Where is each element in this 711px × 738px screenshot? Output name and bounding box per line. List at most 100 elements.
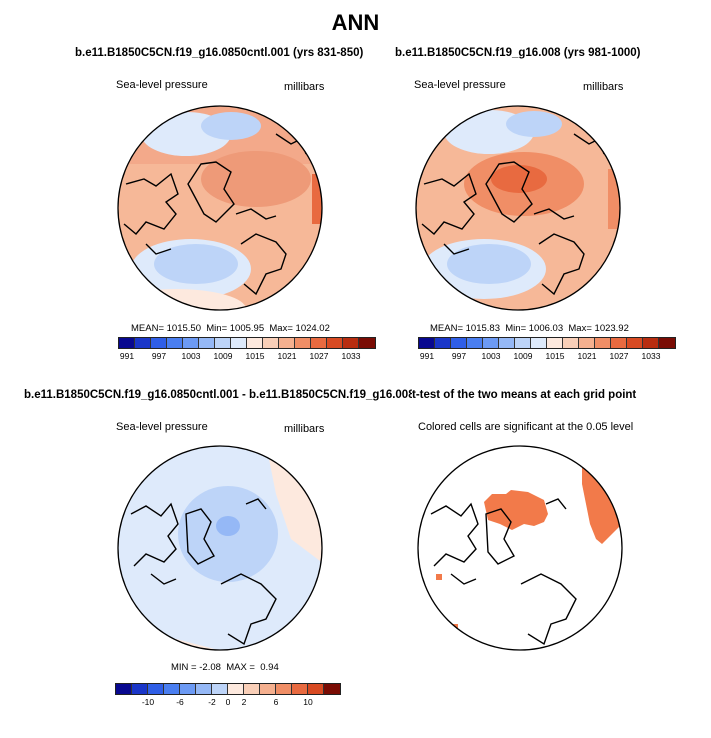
panel-1-map-border [117,105,323,311]
panel-1-colorbar-cell [311,338,327,348]
panel-2-map-border [415,105,621,311]
panel-3-colorbar-cell [244,684,260,694]
panel-1-colorbar-tick-label: 1009 [213,351,233,361]
panel-1-colorbar-tick-label: 1027 [309,351,329,361]
panel-2-max: 1023.92 [594,323,629,334]
panel-3-map-border [117,445,323,651]
panel-2-colorbar-tick-label: 997 [451,351,467,361]
panel-2-left-label: Sea-level pressure [414,79,506,91]
panel-1-coastlines [123,133,307,296]
panel-3-colorbar-cell [260,684,276,694]
panel-3-colorbar-tick-label: 0 [225,697,231,707]
panel-1-mean: 1015.50 [166,323,201,334]
panel-2-colorbar-cell [611,338,627,348]
panel-1-colorbar [118,337,376,349]
panel-1-colorbar-cell [231,338,247,348]
panel-3-title: b.e11.B1850C5CN.f19_g16.0850cntl.001 - b… [24,389,412,401]
panel-2-colorbar-cell [643,338,659,348]
panel-4-significant-region-1 [484,490,548,530]
panel-1-colorbar-cell [343,338,359,348]
page-title: ANN [331,10,380,35]
panel-1-left-label: Sea-level pressure [116,79,208,91]
panel-2-colorbar-cell [515,338,531,348]
panel-4-map [417,445,623,651]
panel-1-colorbar-cell [183,338,199,348]
panel-2-colorbar-tick-label: 1027 [609,351,629,361]
panel-3-colorbar-wrap: -10 -6 -2 0 2 6 10 [115,683,341,709]
panel-2-colorbar-wrap: 991 997 1003 1009 1015 1021 1027 1033 [418,337,676,363]
panel-2-colorbar [418,337,676,349]
panel-1-colorbar-tick-label: 1021 [277,351,297,361]
panel-1-field-low-s2 [154,244,238,284]
panel-2-field-high2 [491,165,547,193]
panel-2-colorbar-tick-label: 991 [419,351,435,361]
panel-3-colorbar-cell [276,684,292,694]
panel-2-colorbar-tick-label: 1033 [641,351,661,361]
panel-1-map [117,105,323,311]
panel-3-colorbar-cell [212,684,228,694]
panel-1-colorbar-cell [151,338,167,348]
panel-1-colorbar-wrap: 991 997 1003 1009 1015 1021 1027 1033 [118,337,376,363]
panel-3-colorbar-cell [324,684,340,694]
panel-3-colorbar-tick-label: 2 [241,697,247,707]
panel-2-colorbar-cell [451,338,467,348]
panel-2-colorbar-cell [563,338,579,348]
panel-3-coastlines [130,498,277,646]
panel-1-colorbar-cell [199,338,215,348]
panel-2-field-low-n2 [506,111,562,137]
panel-3-colorbar-cell [164,684,180,694]
panel-3-colorbar-tick-label: -10 [141,697,155,707]
panel-2-field-low-s2 [447,244,531,284]
panel-2-colorbar-cell [499,338,515,348]
panel-2-colorbar-cell [467,338,483,348]
panel-4-title: t-test of the two means at each grid poi… [412,389,637,401]
panel-2-colorbar-cell [595,338,611,348]
panel-3-stats: MIN = -2.08 MAX = 0.94 [171,662,279,673]
panel-3-colorbar-cell [196,684,212,694]
panel-3-left-label: Sea-level pressure [116,421,208,433]
panel-2-mean: 1015.83 [465,323,500,334]
panel-1-stats: MEAN= 1015.50 Min= 1005.95 Max= 1024.02 [131,323,330,334]
panel-1-colorbar-ticks: 991 997 1003 1009 1015 1021 1027 1033 [118,349,374,363]
panel-3-min: -2.08 [199,662,221,673]
panel-1-colorbar-cell [247,338,263,348]
panel-3-colorbar-cell [180,684,196,694]
panel-1-max: 1024.02 [295,323,330,334]
panel-1-field-low-n2 [201,112,261,140]
panel-2-colorbar-cell [483,338,499,348]
panel-1-colorbar-cell [327,338,343,348]
panel-3-colorbar-cell [148,684,164,694]
panel-1-colorbar-cell [359,338,375,348]
panel-3-map [117,445,323,651]
panel-4-field-base [418,446,622,650]
panel-3-colorbar-tick-label: 10 [303,697,313,707]
panel-1-field-high [201,151,311,207]
panel-1-colorbar-cell [295,338,311,348]
panel-2-units: millibars [583,81,624,93]
panel-2-title: b.e11.B1850C5CN.f19_g16.008 (yrs 981-100… [395,47,641,59]
panel-1-colorbar-tick-label: 991 [119,351,135,361]
panel-2-map [415,105,621,311]
panel-3-colorbar-cell [308,684,324,694]
panel-3-colorbar-cell [132,684,148,694]
panel-2-colorbar-cell [419,338,435,348]
panel-2-coastlines [421,133,605,296]
panel-1-colorbar-cell [263,338,279,348]
panel-3-colorbar-cell [116,684,132,694]
panel-1-colorbar-tick-label: 1033 [341,351,361,361]
panel-2-colorbar-cell [531,338,547,348]
panel-3-units: millibars [284,423,325,435]
panel-2-colorbar-tick-label: 1003 [481,351,501,361]
panel-2-colorbar-cell [659,338,675,348]
panel-1-title: b.e11.B1850C5CN.f19_g16.0850cntl.001 (yr… [75,47,364,59]
panel-1-units: millibars [284,81,325,93]
panel-3-colorbar-cell [228,684,244,694]
panel-4-map-border [417,445,623,651]
panel-1-min: 1005.95 [229,323,265,334]
panel-2-colorbar-cell [547,338,563,348]
panel-1-colorbar-cell [167,338,183,348]
panel-3-colorbar-cell [292,684,308,694]
panel-2-colorbar-cell [579,338,595,348]
panel-3-colorbar-tick-label: -2 [208,697,216,707]
panel-2-colorbar-tick-label: 1021 [577,351,597,361]
